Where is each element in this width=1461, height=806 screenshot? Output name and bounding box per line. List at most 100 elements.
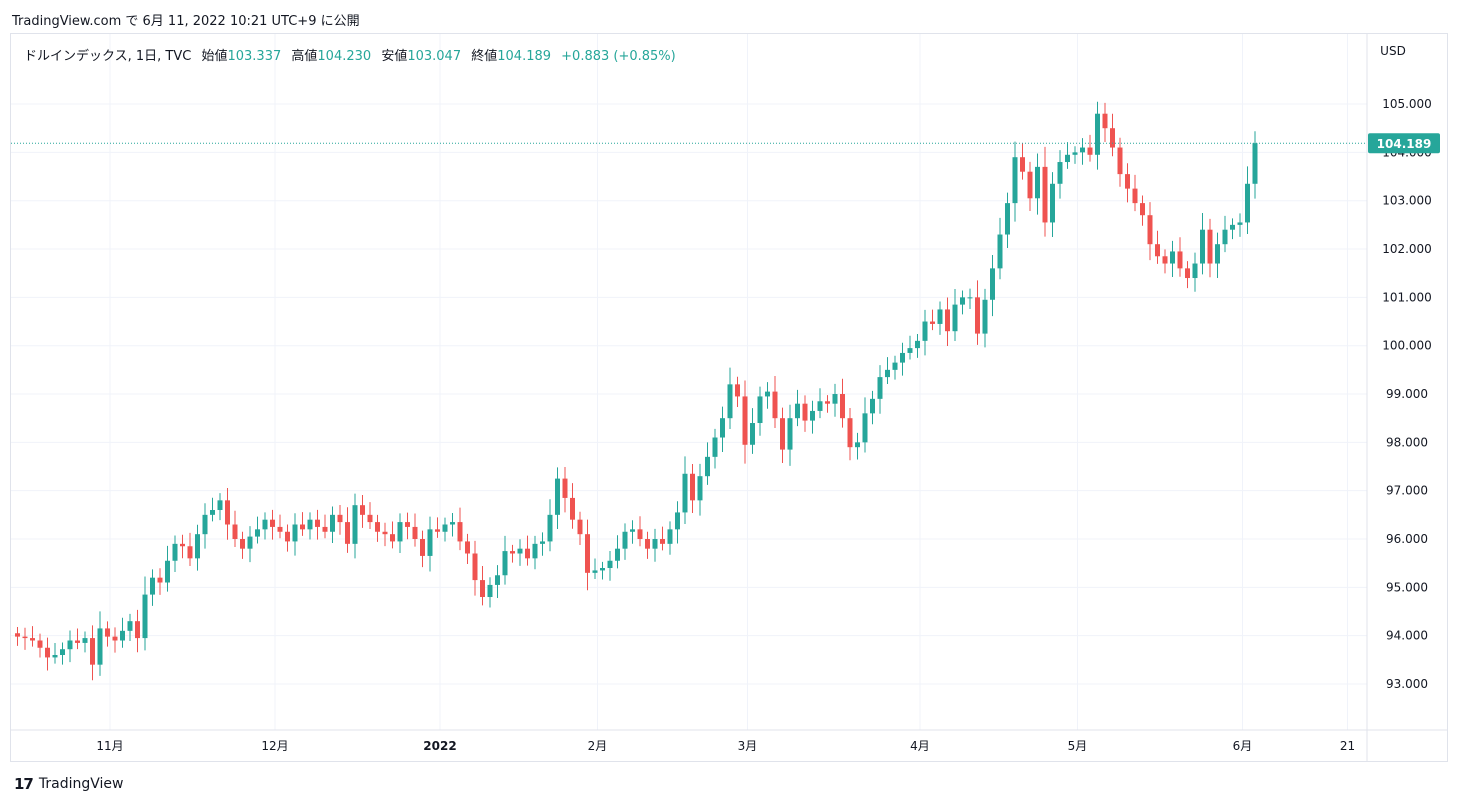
brand-name: TradingView xyxy=(38,776,124,792)
candle-body xyxy=(487,584,493,598)
candle-body xyxy=(112,636,118,641)
candle-body xyxy=(540,541,545,544)
y-tick-label: 99.000 xyxy=(1386,387,1428,401)
last-price-badge xyxy=(1368,133,1440,154)
candle-body xyxy=(555,478,560,515)
candle-body xyxy=(1207,229,1213,264)
candle-body xyxy=(367,514,373,523)
candle-body xyxy=(127,621,133,631)
candle-body xyxy=(22,636,28,639)
candle-body xyxy=(360,505,365,515)
y-tick-label: 98.000 xyxy=(1386,435,1428,449)
candle-body xyxy=(180,543,185,547)
candle-body xyxy=(255,529,260,537)
candle-body xyxy=(427,529,433,556)
candle-body xyxy=(870,398,875,414)
y-tick-label: 93.000 xyxy=(1386,677,1428,691)
candle-body xyxy=(660,539,665,544)
candle-body xyxy=(345,522,350,544)
x-tick-label: 2022 xyxy=(423,739,456,753)
open-value: 103.337 xyxy=(227,49,282,64)
candle-body xyxy=(202,514,208,535)
candle-body xyxy=(1117,147,1123,175)
candle-body xyxy=(135,621,140,639)
x-tick-label: 12月 xyxy=(261,739,288,753)
candle-body xyxy=(172,543,178,561)
candle-body xyxy=(1230,224,1235,230)
candle-body xyxy=(210,510,215,515)
candle-body xyxy=(30,638,35,641)
candle-body xyxy=(817,401,823,411)
candle-body xyxy=(735,384,740,397)
candle-body xyxy=(810,410,815,421)
candle-body xyxy=(1170,251,1175,264)
candle-body xyxy=(120,630,125,641)
candle-body xyxy=(750,423,755,445)
x-tick-label: 6月 xyxy=(1233,739,1253,753)
candle-body xyxy=(337,514,343,523)
candle-body xyxy=(990,268,995,300)
candle-body xyxy=(1102,113,1108,129)
candle-body xyxy=(585,534,590,573)
candle-body xyxy=(97,628,103,665)
candle-body xyxy=(825,401,830,404)
candle-body xyxy=(847,418,853,448)
candle-body xyxy=(150,577,155,595)
candle-body xyxy=(675,512,680,530)
candle-body xyxy=(472,553,478,581)
candle-body xyxy=(727,384,733,419)
candle-body xyxy=(75,640,80,643)
high-label: 高値 xyxy=(291,49,318,64)
candle-body xyxy=(285,531,290,542)
candle-body xyxy=(465,541,470,554)
last-price-label: 104.189 xyxy=(1377,137,1432,151)
candle-body xyxy=(495,575,500,585)
candle-body xyxy=(435,529,440,532)
y-tick-label: 97.000 xyxy=(1386,484,1428,498)
y-tick-label: 100.000 xyxy=(1382,339,1432,353)
candle-body xyxy=(915,340,920,349)
candle-body xyxy=(510,551,515,554)
candle-body xyxy=(577,519,583,535)
candle-body xyxy=(1057,162,1063,184)
candle-body xyxy=(1012,157,1018,204)
candle-body xyxy=(457,522,463,542)
currency-label: USD xyxy=(1380,44,1406,58)
tradingview-footer[interactable]: 17 TradingView xyxy=(14,775,123,793)
candle-body xyxy=(1147,215,1153,245)
candle-body xyxy=(1200,229,1205,264)
candle-body xyxy=(945,309,950,332)
x-tick-label: 2月 xyxy=(588,739,608,753)
y-tick-label: 94.000 xyxy=(1386,629,1428,643)
candle-body xyxy=(975,297,980,334)
candle-body xyxy=(37,640,43,648)
candle-body xyxy=(832,394,838,404)
candle-body xyxy=(1252,143,1258,184)
candle-body xyxy=(1125,174,1130,189)
symbol-label: ドルインデックス, 1日, TVC xyxy=(24,49,192,64)
candle-body xyxy=(1162,256,1168,264)
close-value: 104.189 xyxy=(497,49,552,64)
candle-body xyxy=(390,534,395,542)
candle-body xyxy=(525,548,530,559)
candle-body xyxy=(712,437,718,457)
change-value: +0.883 (+0.85%) xyxy=(561,49,676,64)
candle-body xyxy=(157,577,163,583)
candle-body xyxy=(900,352,905,363)
candle-body xyxy=(780,418,785,450)
candle-body xyxy=(375,522,380,532)
candle-body xyxy=(1177,251,1183,269)
candle-body xyxy=(105,628,110,637)
candle-body xyxy=(547,514,553,542)
candle-body xyxy=(165,560,170,583)
candle-body xyxy=(1065,154,1070,163)
candle-body xyxy=(1095,113,1100,155)
ohlc-legend: ドルインデックス, 1日, TVC 始値103.337 高値104.230 安値… xyxy=(24,45,676,64)
candle-body xyxy=(1050,183,1055,223)
y-tick-label: 101.000 xyxy=(1382,290,1432,304)
candle-body xyxy=(1140,203,1145,216)
candle-body xyxy=(330,514,335,532)
candle-body xyxy=(15,633,20,637)
candle-body xyxy=(952,304,958,332)
